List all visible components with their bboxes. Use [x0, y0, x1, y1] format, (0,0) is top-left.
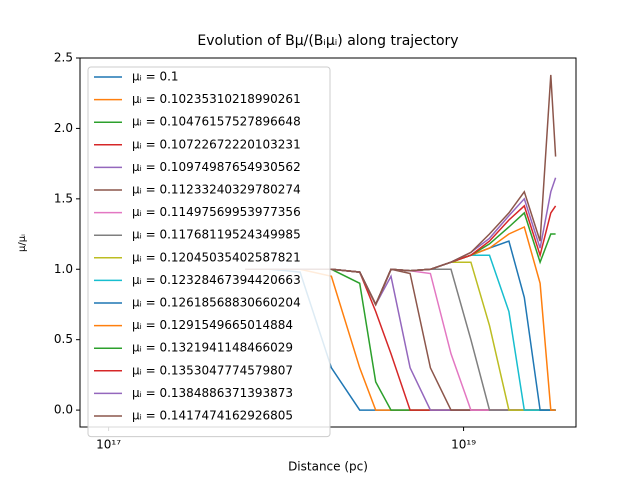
x-axis-label: Distance (pc) — [288, 460, 368, 474]
chart-title: Evolution of Bμ/(Bᵢμᵢ) along trajectory — [197, 33, 458, 49]
legend: μᵢ = 0.1 μᵢ = 0.10235310218990261 μᵢ = 0.1… — [87, 66, 331, 438]
legend-label: μᵢ = 0.11233240329780274 — [132, 183, 301, 197]
y-axis-label: μ/μᵢ — [17, 234, 28, 252]
legend-label: μᵢ = 0.12328467394420663 — [132, 273, 301, 287]
legend-label: μᵢ = 0.10722672220103231 — [132, 137, 301, 151]
legend-label: μᵢ = 0.1291549665014884 — [132, 318, 293, 332]
legend-label: μᵢ = 0.1 — [132, 70, 179, 84]
y-tick-label: 0.5 — [54, 332, 73, 346]
y-tick-label: 1.5 — [54, 191, 73, 205]
legend-label: μᵢ = 0.11768119524349985 — [132, 228, 301, 242]
y-tick-label: 2.5 — [54, 51, 73, 65]
legend-label: μᵢ = 0.1321941148466029 — [132, 341, 293, 355]
legend-label: μᵢ = 0.1353047774579807 — [132, 363, 293, 377]
y-tick-label: 2.0 — [54, 121, 73, 135]
legend-label: μᵢ = 0.1417474162926805 — [132, 409, 293, 423]
x-tick-label: 10¹⁷ — [96, 438, 121, 452]
y-tick-label: 1.0 — [54, 262, 73, 276]
legend-label: μᵢ = 0.10974987654930562 — [132, 160, 301, 174]
legend-label: μᵢ = 0.10476157527896648 — [132, 115, 301, 129]
legend-label: μᵢ = 0.10235310218990261 — [132, 92, 301, 106]
legend-label: μᵢ = 0.11497569953977356 — [132, 205, 301, 219]
x-tick-label: 10¹⁹ — [451, 438, 476, 452]
legend-label: μᵢ = 0.12618568830660204 — [132, 296, 301, 310]
y-tick-label: 0.0 — [54, 403, 73, 417]
legend-label: μᵢ = 0.12045035402587821 — [132, 250, 301, 264]
legend-label: μᵢ = 0.1384886371393873 — [132, 386, 293, 400]
legend-box — [87, 66, 331, 438]
